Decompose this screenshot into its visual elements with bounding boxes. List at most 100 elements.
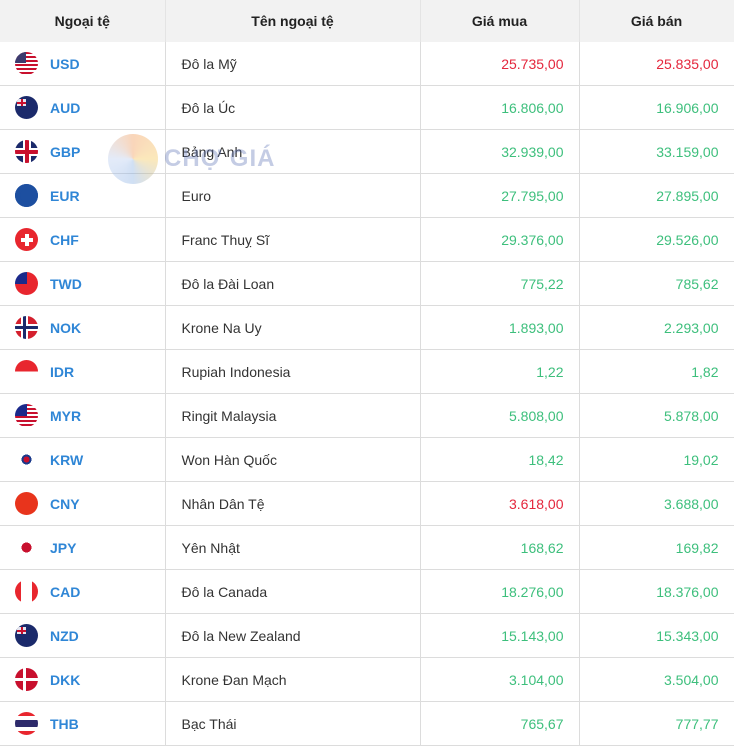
buy-price: 29.376,00 — [420, 217, 580, 262]
table-row[interactable]: EUR Euro 27.795,00 27.895,00 — [0, 173, 734, 218]
sell-price: 33.159,00 — [579, 129, 734, 174]
table-row[interactable]: TWD Đô la Đài Loan 775,22 785,62 — [0, 261, 734, 306]
buy-price: 3.104,00 — [420, 657, 580, 702]
table-row[interactable]: NOK Krone Na Uy 1.893,00 2.293,00 — [0, 305, 734, 350]
th-flag-icon — [15, 712, 38, 735]
sell-price: 777,77 — [579, 701, 734, 746]
buy-price: 775,22 — [420, 261, 580, 306]
kr-flag-icon — [15, 448, 38, 471]
buy-price: 16.806,00 — [420, 85, 580, 130]
buy-price: 15.143,00 — [420, 613, 580, 658]
table-row[interactable]: JPY Yên Nhật 168,62 169,82 — [0, 525, 734, 570]
ca-flag-icon — [15, 580, 38, 603]
nz-flag-icon — [15, 624, 38, 647]
table-row[interactable]: GBP Bảng Anh 32.939,00 33.159,00 — [0, 129, 734, 174]
header-buy[interactable]: Giá mua — [420, 0, 580, 42]
table-row[interactable]: MYR Ringit Malaysia 5.808,00 5.878,00 — [0, 393, 734, 438]
currency-name: Đô la Úc — [165, 85, 421, 130]
currency-code-link[interactable]: IDR — [50, 363, 75, 380]
currency-name: Bảng Anh — [165, 129, 421, 174]
currency-code-cell: EUR — [0, 173, 166, 218]
sell-price: 3.504,00 — [579, 657, 734, 702]
currency-code-cell: CHF — [0, 217, 166, 262]
table-row[interactable]: CNY Nhân Dân Tệ 3.618,00 3.688,00 — [0, 481, 734, 526]
no-flag-icon — [15, 316, 38, 339]
table-row[interactable]: AUD Đô la Úc 16.806,00 16.906,00 — [0, 85, 734, 130]
currency-code-cell: GBP — [0, 129, 166, 174]
table-row[interactable]: CAD Đô la Canada 18.276,00 18.376,00 — [0, 569, 734, 614]
currency-code-link[interactable]: NOK — [50, 319, 82, 336]
currency-code-link[interactable]: DKK — [50, 671, 81, 688]
currency-code-link[interactable]: MYR — [50, 407, 82, 424]
currency-code-link[interactable]: AUD — [50, 99, 81, 116]
sell-price: 25.835,00 — [579, 42, 734, 86]
table-row[interactable]: NZD Đô la New Zealand 15.143,00 15.343,0… — [0, 613, 734, 658]
currency-code-link[interactable]: NZD — [50, 627, 79, 644]
sell-price: 1,82 — [579, 349, 734, 394]
currency-name: Đô la Canada — [165, 569, 421, 614]
currency-code-link[interactable]: CNY — [50, 495, 80, 512]
currency-code-link[interactable]: CAD — [50, 583, 81, 600]
currency-code-cell: NZD — [0, 613, 166, 658]
header-sell[interactable]: Giá bán — [579, 0, 734, 42]
table-row[interactable]: THB Bạc Thái 765,67 777,77 — [0, 701, 734, 746]
table-row[interactable]: IDR Rupiah Indonesia 1,22 1,82 — [0, 349, 734, 394]
cn-flag-icon — [15, 492, 38, 515]
us-flag-icon — [15, 52, 38, 75]
currency-code-cell: JPY — [0, 525, 166, 570]
table-row[interactable]: KRW Won Hàn Quốc 18,42 19,02 — [0, 437, 734, 482]
my-flag-icon — [15, 404, 38, 427]
buy-price: 25.735,00 — [420, 42, 580, 86]
buy-price: 32.939,00 — [420, 129, 580, 174]
currency-code-cell: MYR — [0, 393, 166, 438]
currency-code-cell: KRW — [0, 437, 166, 482]
currency-code-link[interactable]: THB — [50, 715, 79, 732]
sell-price: 29.526,00 — [579, 217, 734, 262]
tw-flag-icon — [15, 272, 38, 295]
currency-code-link[interactable]: CHF — [50, 231, 79, 248]
currency-name: Đô la New Zealand — [165, 613, 421, 658]
currency-code-link[interactable]: EUR — [50, 187, 80, 204]
buy-price: 27.795,00 — [420, 173, 580, 218]
currency-name: Bạc Thái — [165, 701, 421, 746]
buy-price: 1.893,00 — [420, 305, 580, 350]
currency-code-link[interactable]: USD — [50, 55, 80, 72]
table-row[interactable]: USD Đô la Mỹ 25.735,00 25.835,00 — [0, 42, 734, 86]
currency-name: Franc Thuỵ Sĩ — [165, 217, 421, 262]
sell-price: 15.343,00 — [579, 613, 734, 658]
table-row[interactable]: CHF Franc Thuỵ Sĩ 29.376,00 29.526,00 — [0, 217, 734, 262]
jp-flag-icon — [15, 536, 38, 559]
sell-price: 169,82 — [579, 525, 734, 570]
header-name[interactable]: Tên ngoại tệ — [165, 0, 421, 42]
currency-code-link[interactable]: TWD — [50, 275, 82, 292]
currency-name: Krone Na Uy — [165, 305, 421, 350]
currency-code-cell: USD — [0, 42, 166, 86]
table-header-row: Ngoại tệ Tên ngoại tệ Giá mua Giá bán — [0, 0, 734, 42]
dk-flag-icon — [15, 668, 38, 691]
buy-price: 3.618,00 — [420, 481, 580, 526]
sell-price: 5.878,00 — [579, 393, 734, 438]
gb-flag-icon — [15, 140, 38, 163]
buy-price: 5.808,00 — [420, 393, 580, 438]
currency-name: Euro — [165, 173, 421, 218]
currency-code-link[interactable]: KRW — [50, 451, 84, 468]
header-code[interactable]: Ngoại tệ — [0, 0, 166, 42]
currency-name: Yên Nhật — [165, 525, 421, 570]
currency-name: Ringit Malaysia — [165, 393, 421, 438]
currency-name: Won Hàn Quốc — [165, 437, 421, 482]
currency-name: Đô la Đài Loan — [165, 261, 421, 306]
currency-code-link[interactable]: JPY — [50, 539, 77, 556]
currency-code-cell: AUD — [0, 85, 166, 130]
currency-name: Krone Đan Mạch — [165, 657, 421, 702]
buy-price: 18.276,00 — [420, 569, 580, 614]
sell-price: 785,62 — [579, 261, 734, 306]
currency-code-cell: CNY — [0, 481, 166, 526]
buy-price: 18,42 — [420, 437, 580, 482]
sell-price: 27.895,00 — [579, 173, 734, 218]
sell-price: 19,02 — [579, 437, 734, 482]
table-row[interactable]: DKK Krone Đan Mạch 3.104,00 3.504,00 — [0, 657, 734, 702]
sell-price: 18.376,00 — [579, 569, 734, 614]
buy-price: 168,62 — [420, 525, 580, 570]
currency-code-link[interactable]: GBP — [50, 143, 81, 160]
